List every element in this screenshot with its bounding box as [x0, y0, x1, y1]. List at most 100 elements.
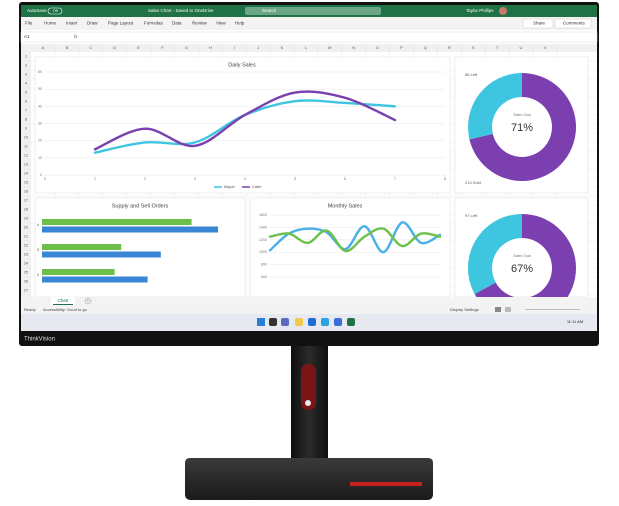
formula-bar	[20, 31, 598, 43]
row-label: 11	[24, 145, 28, 149]
menu-item[interactable]: View	[216, 21, 226, 26]
y-tick-label: 1600	[259, 213, 267, 217]
sheet-tab[interactable]	[51, 297, 75, 305]
column-label: E	[137, 45, 140, 50]
taskbar-icon[interactable]	[321, 318, 329, 326]
excel-icon[interactable]	[347, 318, 355, 326]
sheet-tab-bar	[21, 297, 597, 305]
y-tick-label: 1000	[259, 250, 267, 254]
comments-button[interactable]	[554, 18, 592, 29]
menu-item[interactable]: Help	[235, 21, 245, 26]
name-box[interactable]: A1	[24, 34, 30, 39]
column-label: Q	[424, 45, 427, 50]
status-display[interactable]: Display Settings	[450, 307, 479, 312]
comments-label: Comments	[563, 21, 586, 26]
column-label: S	[472, 45, 475, 50]
donut-label: 214 Sold	[465, 180, 481, 185]
row-label: 10	[24, 136, 28, 140]
chart: Supply and Sell Orders 4 3 2	[37, 203, 218, 283]
row-label: 1	[25, 55, 27, 59]
column-label: A	[42, 45, 45, 50]
row-label: 17	[24, 199, 28, 203]
taskbar-icon[interactable]	[334, 318, 342, 326]
column-label: I	[234, 45, 235, 50]
column-label: N	[352, 45, 355, 50]
column-label: M	[328, 45, 331, 50]
chart-panel[interactable]	[34, 56, 451, 194]
donut-center-label: 71%	[511, 122, 533, 134]
donut-center-label: 67%	[511, 263, 533, 275]
column-label: L	[305, 45, 308, 50]
menu-item[interactable]: Review	[192, 21, 208, 26]
start-icon[interactable]	[257, 318, 265, 326]
column-header	[21, 44, 597, 52]
row-label: 5	[25, 91, 27, 95]
donut-segment	[474, 214, 576, 297]
menu: File Home Insert Draw Page Layout Formulas Dat…	[25, 21, 245, 26]
y-tick-label: 800	[261, 263, 267, 267]
menu-bar	[21, 17, 597, 30]
share-label: Share	[533, 21, 546, 26]
y-tick-label: 30	[38, 121, 42, 125]
search-box[interactable]	[245, 7, 381, 15]
menu-item[interactable]: File	[25, 21, 33, 26]
column-label: K	[281, 45, 284, 50]
brand: ThinkVision	[24, 337, 55, 343]
stand-base	[185, 458, 433, 500]
menu-item[interactable]: Formulas	[144, 21, 164, 26]
y-tick-label: 60	[38, 70, 42, 74]
cable-slot	[301, 364, 316, 410]
chart: 97 Left Sales Goal 67%	[465, 213, 576, 297]
autosave[interactable]: AutoSave	[27, 8, 47, 13]
add-sheet[interactable]	[84, 297, 92, 305]
chart: Monthly Sales 600 800 1000 1200 1400 1600	[259, 203, 442, 279]
add-sheet-label: +	[87, 298, 90, 303]
view-layout[interactable]	[505, 307, 511, 312]
bar	[42, 276, 148, 283]
row-label: 7	[25, 109, 27, 113]
search-placeholder: Search	[262, 8, 277, 13]
x-tick-label: 0	[44, 177, 46, 181]
donut-segment	[468, 214, 522, 294]
row-label: 25	[24, 271, 28, 275]
chart-title: Daily Sales	[228, 62, 256, 68]
avatar[interactable]	[499, 7, 507, 15]
status-accessibility[interactable]: Accessibility: Good to go	[43, 307, 88, 312]
view-normal[interactable]	[495, 307, 501, 312]
menu-item[interactable]: Home	[44, 21, 57, 26]
donut-segment	[469, 73, 576, 181]
menu-item[interactable]: Insert	[66, 21, 78, 26]
row-label: 21	[24, 235, 28, 239]
row-header	[21, 52, 31, 298]
y-tick-label: 10	[38, 156, 42, 160]
menu-item[interactable]: Draw	[87, 21, 98, 26]
taskbar-icon[interactable]	[295, 318, 303, 326]
taskbar-icon[interactable]	[308, 318, 316, 326]
y-tick-label: 20	[38, 139, 42, 143]
row-label: 26	[24, 280, 28, 284]
category-label: 2	[37, 272, 40, 277]
x-tick-label: 2	[144, 177, 146, 181]
row-label: 27	[24, 289, 28, 293]
chart-panel[interactable]	[249, 197, 451, 298]
series-line	[93, 90, 397, 151]
menu-item[interactable]: Data	[172, 21, 182, 26]
slot-dot	[305, 400, 311, 406]
chart-title: Supply and Sell Orders	[112, 203, 169, 209]
row-label: 16	[24, 190, 28, 194]
y-tick-label: 40	[38, 104, 42, 108]
donut-label: 86 Left	[465, 72, 478, 77]
taskbar-icon[interactable]	[281, 318, 289, 326]
autosave-toggle[interactable]	[47, 7, 63, 15]
category-label: 3	[37, 247, 40, 252]
taskbar-icon[interactable]	[269, 318, 277, 326]
fx-label: fx	[74, 34, 78, 39]
share-button[interactable]	[522, 18, 554, 29]
row-label: 6	[25, 100, 27, 104]
y-tick-label: 0	[40, 173, 42, 177]
user-name: Taylor Phillips	[466, 8, 494, 13]
column-label: O	[376, 45, 379, 50]
menu-item[interactable]: Page Layout	[108, 21, 134, 26]
